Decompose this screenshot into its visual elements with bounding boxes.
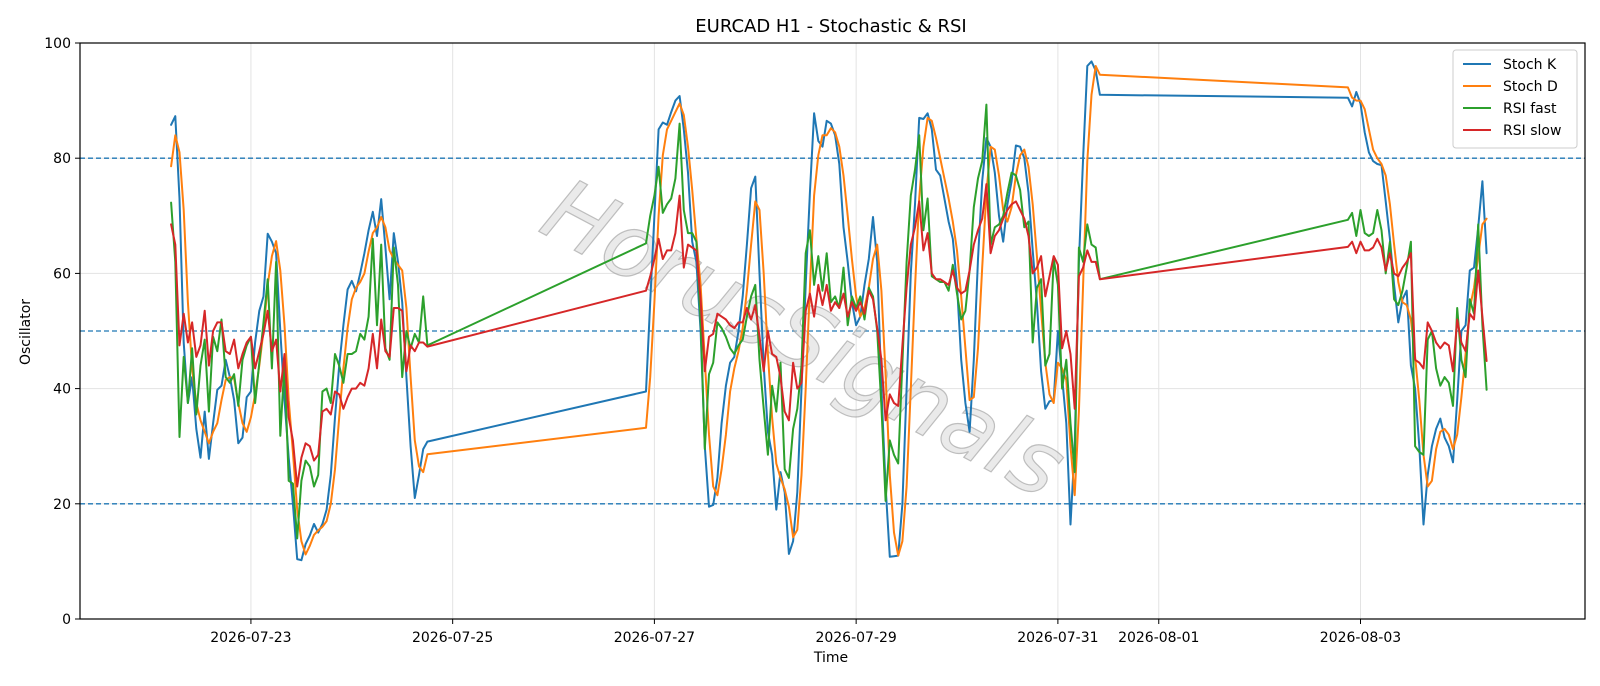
y-axis-ticks: 0 20 40 60 80 100 bbox=[44, 36, 80, 628]
x-tick-label: 2026-07-27 bbox=[614, 630, 695, 646]
y-tick-label: 20 bbox=[53, 497, 71, 513]
x-tick-label: 2026-08-01 bbox=[1118, 630, 1199, 646]
plot-frame bbox=[79, 42, 1586, 620]
series-line-stoch-d bbox=[170, 65, 1488, 557]
series-lines bbox=[170, 60, 1488, 562]
y-axis-label: Oscillator bbox=[18, 299, 34, 365]
chart-title: EURCAD H1 - Stochastic & RSI bbox=[695, 16, 966, 37]
y-tick-label: 100 bbox=[44, 36, 71, 52]
x-tick-label: 2026-07-29 bbox=[815, 630, 896, 646]
legend-label-stoch-k: Stoch K bbox=[1503, 57, 1557, 73]
series-line-rsi-slow bbox=[170, 183, 1488, 488]
legend-label-rsi-fast: RSI fast bbox=[1503, 101, 1557, 117]
x-tick-label: 2026-07-31 bbox=[1017, 630, 1098, 646]
series-line-stoch-k bbox=[170, 60, 1488, 562]
y-tick-label: 80 bbox=[53, 151, 71, 167]
y-tick-label: 40 bbox=[53, 382, 71, 398]
legend-box bbox=[1452, 49, 1578, 149]
x-axis-label: Time bbox=[813, 650, 848, 666]
y-tick-label: 60 bbox=[53, 266, 71, 282]
x-axis-ticks: 2026-07-23 2026-07-25 2026-07-27 2026-07-29… bbox=[210, 619, 1401, 646]
x-tick-label: 2026-08-03 bbox=[1320, 630, 1401, 646]
legend-label-stoch-d: Stoch D bbox=[1503, 79, 1558, 95]
x-tick-label: 2026-07-25 bbox=[412, 630, 493, 646]
y-tick-label: 0 bbox=[62, 612, 71, 628]
x-tick-label: 2026-07-23 bbox=[210, 630, 291, 646]
legend: Stoch K Stoch D RSI fast RSI slow bbox=[1452, 49, 1578, 149]
legend-label-rsi-slow: RSI slow bbox=[1503, 123, 1561, 139]
